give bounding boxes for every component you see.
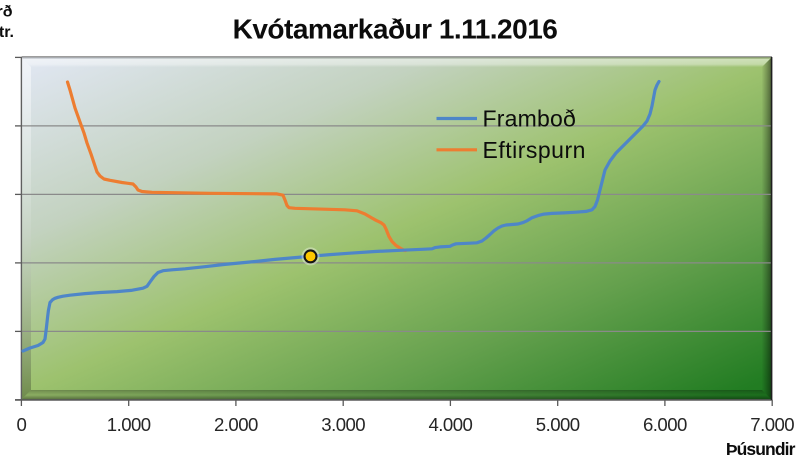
svg-text:Verð: Verð	[0, 4, 13, 21]
svg-text:4.000: 4.000	[429, 414, 473, 435]
svg-text:Kvótamarkaður 1.11.2016: Kvótamarkaður 1.11.2016	[233, 14, 558, 45]
svg-text:kr/ltr.: kr/ltr.	[0, 24, 14, 41]
svg-text:Framboð: Framboð	[483, 106, 576, 132]
svg-text:5.000: 5.000	[536, 414, 580, 435]
svg-text:Eftirspurn: Eftirspurn	[483, 137, 586, 163]
svg-text:6.000: 6.000	[643, 414, 687, 435]
svg-text:Þúsundir: Þúsundir	[726, 439, 796, 459]
svg-text:1.000: 1.000	[107, 414, 151, 435]
svg-text:3.000: 3.000	[321, 414, 365, 435]
svg-text:7.000: 7.000	[750, 414, 794, 435]
svg-text:2.000: 2.000	[214, 414, 258, 435]
svg-text:0: 0	[17, 414, 27, 435]
